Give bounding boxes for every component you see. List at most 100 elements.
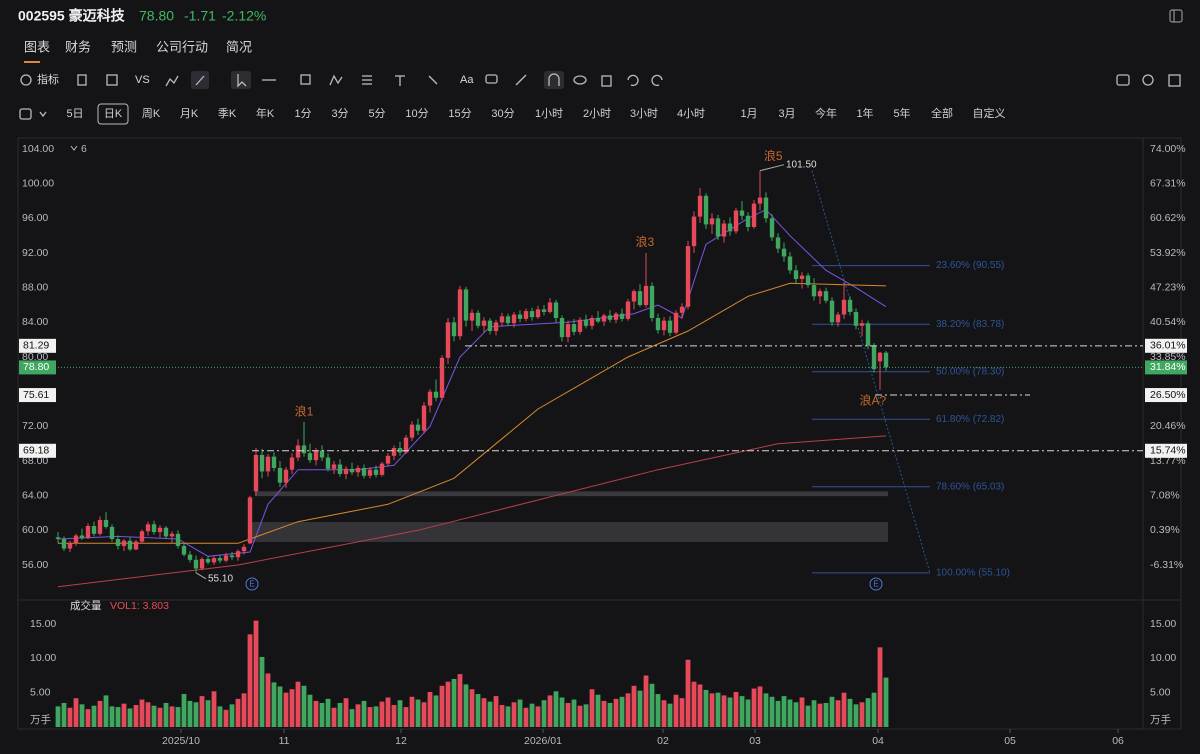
legend-toggle[interactable] [70, 145, 78, 151]
interval-button[interactable]: 30分 [491, 107, 514, 120]
price-zone [248, 522, 888, 543]
volume-bar [301, 685, 307, 727]
candle-body [637, 291, 643, 306]
volume-bar [85, 709, 91, 727]
chart-frame [17, 137, 1182, 730]
candle-body [283, 469, 289, 483]
volume-bar [727, 697, 733, 727]
interval-button[interactable]: 3小时 [630, 107, 658, 120]
eye-icon[interactable] [573, 75, 587, 85]
interval-button[interactable]: 全部 [931, 106, 953, 120]
interval-button[interactable]: 季K [218, 107, 237, 120]
brush-icon[interactable] [515, 74, 527, 86]
candle-body [535, 309, 541, 318]
moving-average [57, 435, 887, 588]
interval-button[interactable]: 5分 [368, 107, 385, 120]
candle-body [703, 195, 709, 225]
redo-icon[interactable] [651, 74, 663, 87]
interval-button[interactable]: 年K [256, 106, 275, 120]
volume-bar [433, 695, 439, 727]
candle-body [775, 237, 781, 249]
interval-button[interactable]: 1小时 [535, 107, 563, 120]
interval-button[interactable]: 5年 [893, 106, 910, 120]
interval-button[interactable]: 月K [180, 108, 199, 120]
cursor-icon[interactable] [237, 74, 247, 88]
candle-icon[interactable] [77, 74, 87, 86]
interval-button[interactable]: 10分 [405, 107, 428, 120]
text-tool-button[interactable]: Aa [460, 74, 474, 86]
candle-body [613, 313, 619, 320]
y-tick-label: 72.00 [22, 420, 48, 432]
volume-bar [487, 701, 493, 727]
interval-button[interactable]: 3月 [778, 108, 795, 120]
trash-icon[interactable] [601, 75, 612, 87]
pen-icon[interactable] [195, 75, 205, 86]
volume-tick-label-right: 10.00 [1150, 652, 1176, 664]
candle-body [415, 424, 421, 431]
screenshot-icon[interactable] [1116, 74, 1130, 86]
event-marker[interactable] [245, 577, 259, 591]
candle-body [391, 448, 397, 456]
candle-body [475, 312, 481, 326]
volume-bar [67, 707, 73, 727]
arrow-icon[interactable] [428, 75, 438, 85]
interval-button[interactable]: 1年 [856, 106, 873, 120]
interval-button[interactable]: 周K [142, 107, 161, 120]
candle-body [67, 543, 73, 549]
interval-button[interactable]: 2小时 [583, 107, 611, 120]
volume-bar [709, 693, 715, 727]
layout-dropdown[interactable] [39, 111, 47, 118]
indicator-icon[interactable] [20, 74, 32, 86]
tab[interactable]: 简况 [226, 39, 252, 54]
volume-bar [589, 689, 595, 727]
indicator-button[interactable]: 指标 [37, 72, 59, 86]
interval-button[interactable]: 3分 [331, 107, 348, 120]
candle-body [721, 223, 727, 237]
volume-bar [841, 692, 847, 727]
area-icon[interactable] [165, 75, 179, 87]
volume-bar [775, 700, 781, 727]
event-marker[interactable] [869, 577, 883, 591]
tab[interactable]: 图表 [24, 39, 50, 54]
candle-body [205, 558, 211, 563]
tab[interactable]: 预测 [111, 39, 137, 54]
candle-body [505, 316, 511, 324]
settings-icon[interactable] [1142, 74, 1154, 86]
volume-bar [379, 701, 385, 727]
pattern-icon[interactable] [329, 74, 343, 86]
interval-button[interactable]: 今年 [815, 106, 837, 120]
candle-body [319, 450, 325, 458]
volume-bar [535, 706, 541, 727]
tab[interactable]: 财务 [65, 39, 91, 54]
candle-body [331, 464, 337, 469]
volume-title: 成交量 [70, 599, 102, 612]
interval-button[interactable]: 1月 [740, 108, 757, 120]
candle-body [181, 545, 187, 555]
interval-button[interactable]: 1分 [294, 107, 311, 120]
volume-bar [211, 691, 217, 727]
volume-bar [679, 698, 685, 727]
cursor-selected[interactable] [231, 71, 251, 89]
interval-button[interactable]: 日K [104, 108, 123, 120]
compare-button[interactable]: VS [135, 74, 150, 86]
magnet-icon[interactable] [548, 73, 560, 86]
interval-button[interactable]: 4小时 [677, 107, 705, 120]
tab[interactable]: 公司行动 [156, 39, 208, 54]
volume-bar [853, 704, 859, 727]
fullscreen-icon[interactable] [1168, 74, 1181, 87]
candle-body [811, 285, 817, 297]
layout-icon[interactable] [19, 108, 32, 120]
comment-icon[interactable] [485, 74, 498, 84]
shape-icon[interactable] [300, 74, 311, 85]
x-tick-label: 05 [1004, 735, 1016, 747]
rect-icon[interactable] [106, 74, 118, 86]
y-tick-label: 64.00 [22, 489, 48, 501]
interval-button[interactable]: 自定义 [973, 106, 1006, 120]
undo-icon[interactable] [627, 74, 639, 87]
volume-bar [691, 681, 697, 727]
volume-bar [247, 634, 253, 727]
volume-bar [643, 675, 649, 727]
collapse-panel-button[interactable] [1169, 9, 1183, 23]
interval-button[interactable]: 15分 [448, 107, 471, 120]
interval-button[interactable]: 5日 [66, 108, 83, 120]
